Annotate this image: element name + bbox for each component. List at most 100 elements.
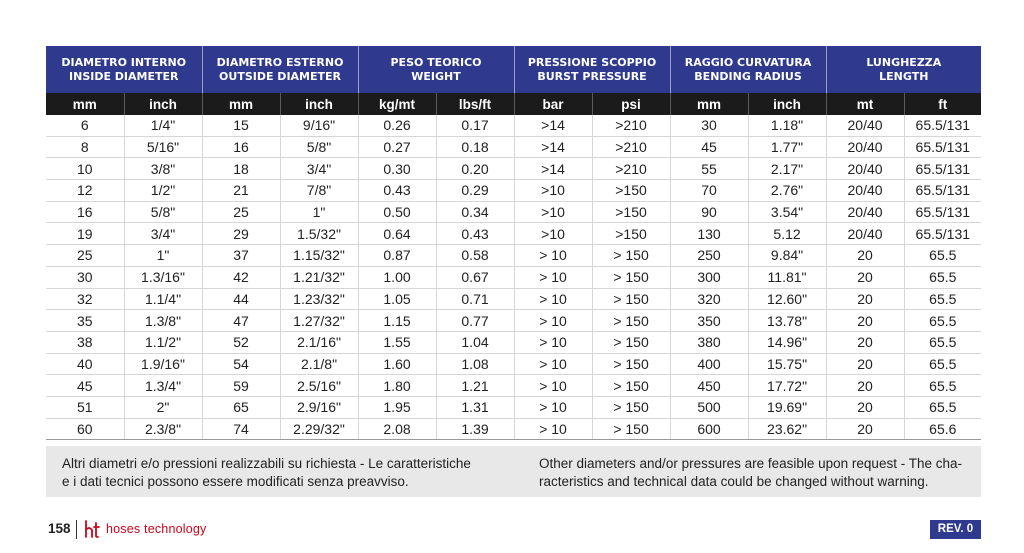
table-row: 25 1" 37 1.15/32" 0.87 0.58 > 10 > 150 250 9.84" 2…	[46, 244, 982, 267]
table-cell: 1"	[280, 201, 359, 224]
table-cell: 600	[670, 418, 749, 441]
table-cell: 500	[670, 396, 749, 419]
unit-header: ft	[904, 93, 982, 115]
table-cell: 20/40	[826, 136, 905, 159]
table-cell: 1.23/32"	[280, 288, 359, 311]
table-cell: 20	[826, 288, 905, 311]
table-cell: >210	[592, 157, 671, 181]
table-cell: >10	[514, 222, 593, 246]
table-cell: 0.64	[358, 222, 437, 246]
table-row: 16 5/8" 25 1" 0.50 0.34 >10 >150 90 3.54" 20/40 65.…	[46, 201, 982, 224]
table-cell: 20	[826, 418, 905, 441]
table-cell: > 10	[514, 331, 593, 354]
table-cell: 1/2"	[124, 179, 203, 202]
table-cell: 2.76"	[748, 179, 827, 202]
table-cell: 0.87	[358, 244, 437, 267]
notes-box: Altri diametri e/o pressioni realizzabil…	[46, 446, 981, 497]
table-cell: > 10	[514, 309, 593, 332]
table-cell: 45	[670, 136, 749, 159]
table-cell: > 10	[514, 396, 593, 419]
table-row: 60 2.3/8" 74 2.29/32" 2.08 1.39 > 10 > 150 600 23…	[46, 418, 982, 441]
table-row: 8 5/16" 16 5/8" 0.27 0.18 >14 >210 45 1.77" 20/40 6…	[46, 136, 982, 159]
table-cell: > 150	[592, 309, 671, 332]
table-cell: 1.00	[358, 266, 437, 289]
table-cell: 65.5	[904, 266, 982, 289]
group-header-burst-pressure: PRESSIONE SCOPPIO BURST PRESSURE	[514, 46, 671, 93]
table-cell: 20	[826, 309, 905, 332]
table-cell: 40	[46, 353, 125, 376]
table-cell: 6	[46, 115, 125, 137]
table-cell: >10	[514, 201, 593, 224]
table-cell: 1.3/8"	[124, 309, 203, 332]
group-header-length: LUNGHEZZA LENGTH	[826, 46, 982, 93]
table-cell: > 10	[514, 244, 593, 267]
table-cell: 1.5/32"	[280, 222, 359, 246]
table-cell: 65.5/131	[904, 115, 982, 137]
table-cell: 1.15	[358, 309, 437, 332]
table-cell: 90	[670, 201, 749, 224]
table-cell: 29	[202, 222, 281, 246]
table-cell: 19	[46, 222, 125, 246]
group-title-en: LENGTH	[879, 69, 929, 83]
table-cell: 1/4"	[124, 115, 203, 137]
table-cell: 2.5/16"	[280, 374, 359, 397]
table-cell: 5/8"	[280, 136, 359, 159]
table-cell: 1.08	[436, 353, 515, 376]
group-title-it: LUNGHEZZA	[866, 55, 942, 69]
table-cell: 21	[202, 179, 281, 202]
table-cell: >14	[514, 157, 593, 181]
table-cell: > 150	[592, 288, 671, 311]
table-cell: 20/40	[826, 179, 905, 202]
table-cell: 2.08	[358, 418, 437, 441]
table-row: 30 1.3/16" 42 1.21/32" 1.00 0.67 > 10 > 150 300 1…	[46, 266, 982, 289]
group-title-it: DIAMETRO ESTERNO	[216, 55, 344, 69]
table-cell: 3/4"	[124, 222, 203, 246]
table-cell: 35	[46, 309, 125, 332]
table-cell: 0.71	[436, 288, 515, 311]
table-cell: >10	[514, 179, 593, 202]
table-cell: 19.69"	[748, 396, 827, 419]
table-cell: 250	[670, 244, 749, 267]
table-cell: 1.1/2"	[124, 331, 203, 354]
table-cell: 65	[202, 396, 281, 419]
table-row: 35 1.3/8" 47 1.27/32" 1.15 0.77 > 10 > 150 350 13…	[46, 309, 982, 332]
table-cell: 1.39	[436, 418, 515, 441]
unit-header: mm	[670, 93, 749, 115]
table-cell: 1.77"	[748, 136, 827, 159]
group-title-en: WEIGHT	[411, 69, 461, 83]
table-cell: 30	[670, 115, 749, 137]
brand-logo: hoses technology	[84, 518, 207, 540]
unit-header: inch	[280, 93, 359, 115]
spec-table: DIAMETRO INTERNO INSIDE DIAMETER DIAMETR…	[46, 46, 982, 441]
note-english-line: racteristics and technical data could be…	[539, 474, 929, 489]
table-cell: 52	[202, 331, 281, 354]
table-cell: > 150	[592, 244, 671, 267]
revision-badge: REV. 0	[930, 520, 981, 539]
table-cell: > 150	[592, 353, 671, 376]
table-row: 38 1.1/2" 52 2.1/16" 1.55 1.04 > 10 > 150 380 14.…	[46, 331, 982, 354]
group-title-it: DIAMETRO INTERNO	[61, 55, 187, 69]
table-row: 51 2" 65 2.9/16" 1.95 1.31 > 10 > 150 500 19.69" 2…	[46, 396, 982, 419]
table-cell: 11.81"	[748, 266, 827, 289]
table-cell: 65.6	[904, 418, 982, 441]
table-cell: >150	[592, 201, 671, 224]
table-cell: > 150	[592, 396, 671, 419]
group-header-bending-radius: RAGGIO CURVATURA BENDING RADIUS	[670, 46, 827, 93]
table-cell: 380	[670, 331, 749, 354]
table-cell: 20/40	[826, 157, 905, 181]
table-cell: 20	[826, 353, 905, 376]
table-cell: 20	[826, 396, 905, 419]
table-cell: 1.80	[358, 374, 437, 397]
table-cell: 2.3/8"	[124, 418, 203, 441]
table-cell: > 150	[592, 418, 671, 441]
table-cell: 1.18"	[748, 115, 827, 137]
table-cell: >210	[592, 115, 671, 137]
group-header-row: DIAMETRO INTERNO INSIDE DIAMETER DIAMETR…	[46, 46, 982, 93]
table-cell: 3.54"	[748, 201, 827, 224]
table-cell: 51	[46, 396, 125, 419]
unit-header: psi	[592, 93, 671, 115]
table-cell: 12.60"	[748, 288, 827, 311]
table-cell: 65.5	[904, 374, 982, 397]
table-row: 32 1.1/4" 44 1.23/32" 1.05 0.71 > 10 > 150 320 12…	[46, 288, 982, 311]
table-cell: 13.78"	[748, 309, 827, 332]
